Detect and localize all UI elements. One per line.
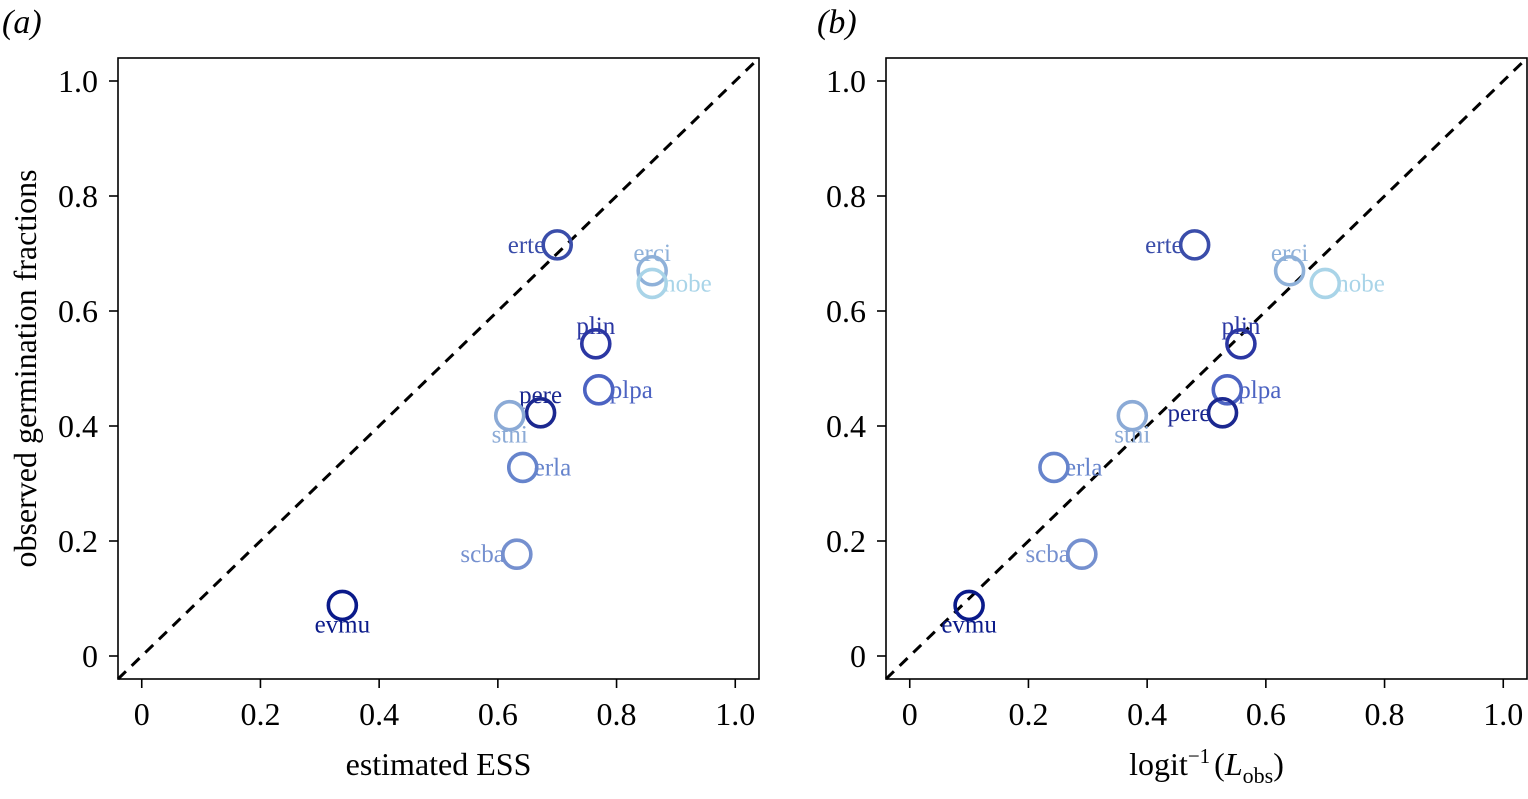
- point-nobe: [636, 267, 668, 300]
- point-erci: [1273, 254, 1306, 287]
- x-tick-label: 0.2: [1008, 696, 1048, 732]
- x-tick-label: 0.6: [478, 696, 518, 732]
- point-label-plin: plin: [576, 313, 615, 340]
- plot-frame: [117, 57, 760, 680]
- y-tick-label: 0.4: [826, 408, 866, 444]
- x-tick-label: 0.2: [240, 696, 280, 732]
- point-label-erci: erci: [1271, 240, 1309, 267]
- point-label-erla: erla: [534, 454, 571, 481]
- point-plpa: [582, 373, 615, 406]
- point-label-erla: erla: [1065, 454, 1102, 481]
- point-label-plpa: plpa: [610, 377, 653, 404]
- point-label-scba: scba: [1025, 541, 1069, 568]
- y-axis-label: observed germination fractions: [7, 169, 43, 567]
- point-erla: [1038, 451, 1070, 484]
- point-plin: [579, 327, 612, 360]
- point-label-scba: scba: [460, 541, 504, 568]
- reference-line: [884, 56, 1528, 681]
- point-label-plpa: plpa: [1238, 377, 1281, 404]
- x-tick-label: 1.0: [715, 696, 755, 732]
- x-tick-label: 0.8: [1365, 696, 1405, 732]
- point-erci: [636, 254, 668, 287]
- x-axis-label: estimated ESS: [346, 746, 532, 782]
- panel-label-b: (b): [817, 4, 857, 41]
- point-label-pere: pere: [519, 382, 562, 409]
- point-label-nobe: nobe: [663, 270, 712, 297]
- x-tick-label: 1.0: [1483, 696, 1523, 732]
- y-tick-label: 0: [82, 638, 98, 674]
- x-tick-label: 0: [134, 696, 150, 732]
- point-scba: [501, 538, 533, 571]
- x-tick-label: 0.6: [1246, 696, 1286, 732]
- point-label-evmu: evmu: [941, 611, 997, 638]
- y-tick-label: 0.8: [826, 178, 866, 214]
- point-nobe: [1309, 267, 1342, 300]
- x-tick-label: 0.4: [359, 696, 399, 732]
- x-tick-label: 0.4: [1127, 696, 1167, 732]
- plot-frame: [885, 57, 1528, 680]
- y-tick-label: 1.0: [58, 63, 98, 99]
- point-label-erte: erte: [508, 232, 545, 259]
- point-pere: [1206, 396, 1239, 429]
- point-erte: [1178, 229, 1211, 261]
- point-evmu: [953, 589, 985, 622]
- point-label-stni: stni: [1114, 422, 1150, 449]
- y-tick-label: 0.6: [58, 293, 98, 329]
- y-tick-label: 0.4: [58, 408, 98, 444]
- point-evmu: [326, 589, 359, 622]
- y-tick-label: 0.8: [58, 178, 98, 214]
- y-tick-label: 1.0: [826, 63, 866, 99]
- x-tick-label: 0: [902, 696, 918, 732]
- point-erte: [541, 229, 574, 261]
- panel-label-a: (a): [2, 4, 42, 41]
- point-label-plin: plin: [1221, 313, 1260, 340]
- point-label-pere: pere: [1167, 400, 1210, 427]
- point-plpa: [1211, 373, 1244, 406]
- y-tick-label: 0: [850, 638, 866, 674]
- point-stni: [1116, 399, 1149, 432]
- y-tick-label: 0.2: [826, 523, 866, 559]
- point-label-evmu: evmu: [315, 611, 371, 638]
- y-tick-label: 0.6: [826, 293, 866, 329]
- point-scba: [1066, 538, 1098, 571]
- point-label-nobe: nobe: [1336, 270, 1385, 297]
- x-tick-label: 0.8: [597, 696, 637, 732]
- point-pere: [524, 396, 557, 429]
- reference-line: [116, 56, 761, 681]
- y-tick-label: 0.2: [58, 523, 98, 559]
- x-axis-label: logit−1 (Lobs): [1129, 744, 1284, 788]
- point-erla: [506, 451, 539, 484]
- point-label-erte: erte: [1145, 232, 1182, 259]
- point-stni: [493, 399, 526, 432]
- point-label-stni: stni: [492, 422, 528, 449]
- panel-a: 0 0.2 0.4 0.6 0.8 1.0 0 0.2 0.4 0.6 0.8 1.0 estimate…: [7, 56, 761, 782]
- point-plin: [1225, 327, 1257, 360]
- point-label-erci: erci: [633, 240, 671, 267]
- panel-b: 0 0.2 0.4 0.6 0.8 1.0 0 0.2 0.4 0.6 0.8 1.0 logit−1(…: [826, 56, 1528, 788]
